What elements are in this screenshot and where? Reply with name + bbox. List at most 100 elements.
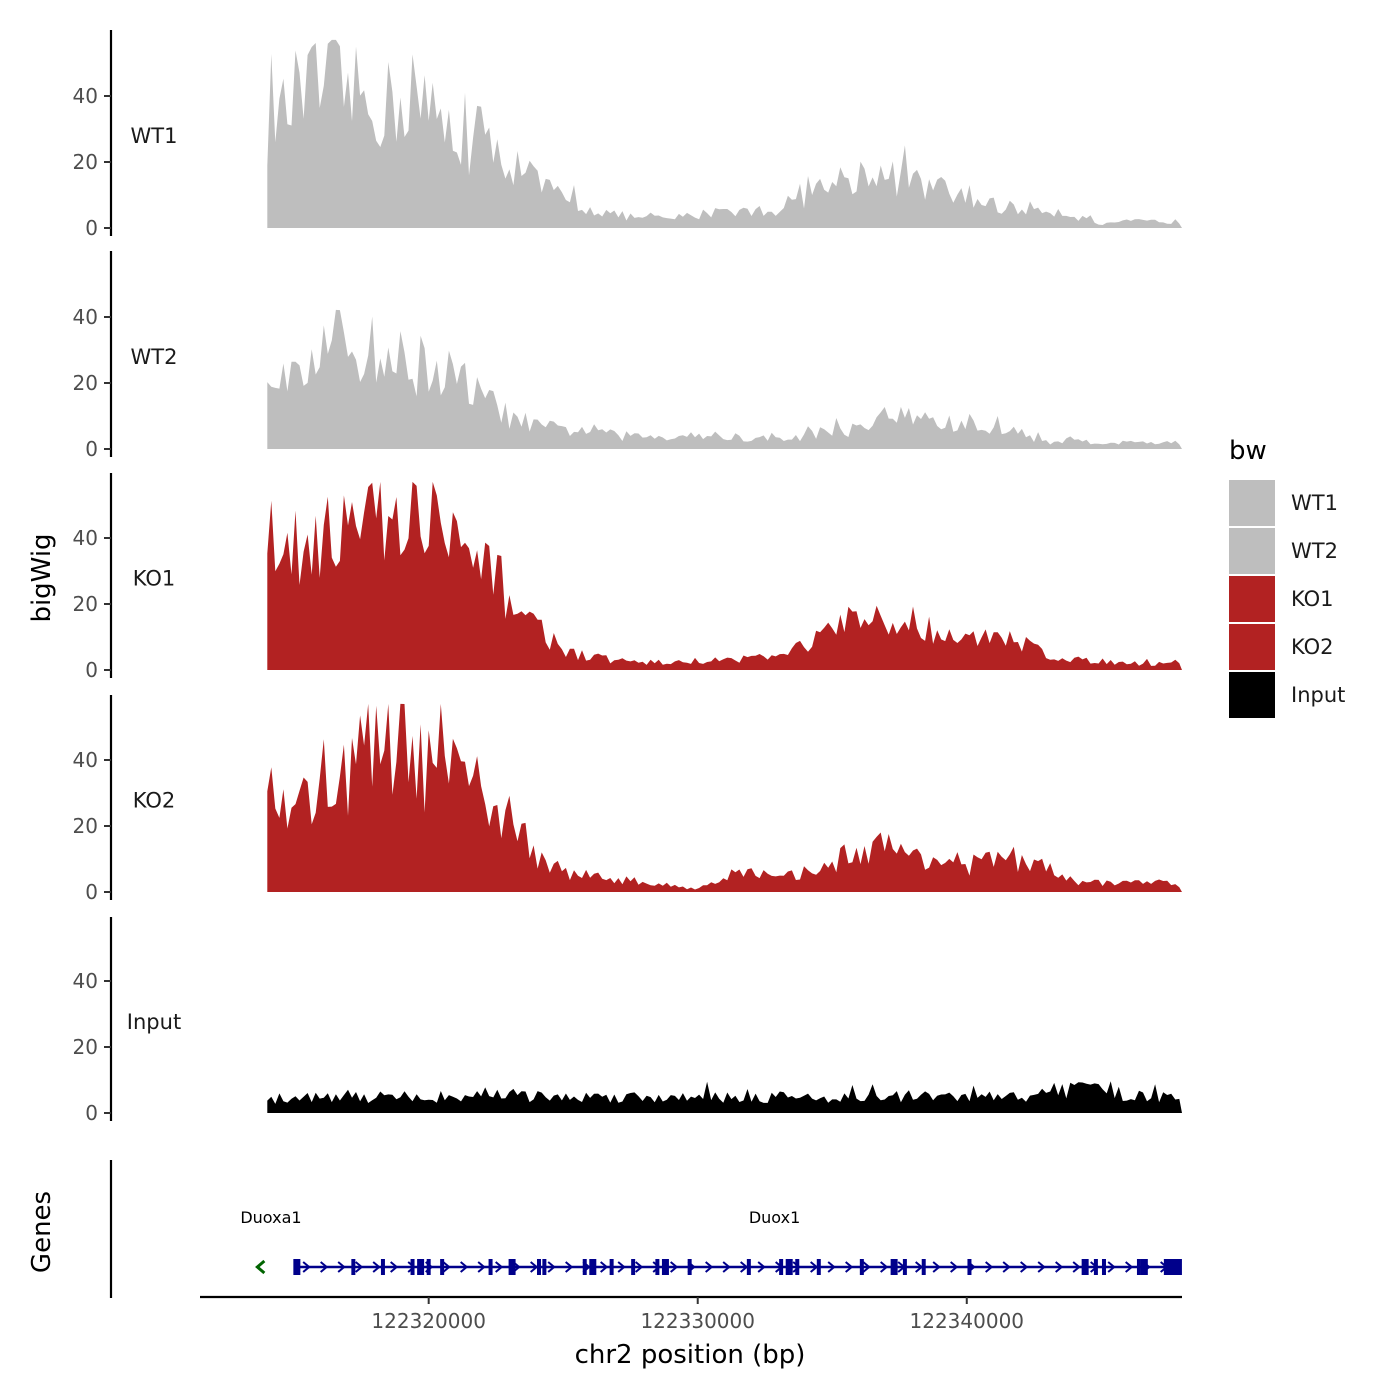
track-input: 0 20 40 Input: [73, 917, 1182, 1125]
y-tick-label: 20: [73, 592, 98, 616]
legend-key-ko1: [1229, 576, 1275, 622]
strand-arrow: [600, 1261, 609, 1273]
exon: [631, 1259, 636, 1275]
track-label-ko1: KO1: [133, 567, 176, 591]
track-wt1: 0 20 40 WT1: [73, 30, 1182, 240]
legend-key-wt1: [1229, 480, 1275, 526]
track-label-wt2: WT2: [131, 345, 178, 369]
exon: [410, 1259, 415, 1275]
strand-arrow: [255, 1259, 266, 1275]
y-tick-label: 40: [73, 526, 98, 550]
strand-arrow: [1072, 1261, 1081, 1273]
exon: [1140, 1259, 1148, 1275]
strand-arrow: [1037, 1261, 1046, 1273]
exon: [293, 1259, 301, 1275]
coverage-area-ko1: [267, 481, 1182, 670]
exon: [902, 1259, 907, 1275]
legend: bw WT1 WT2 KO1 KO2 Input: [1229, 436, 1345, 718]
exon: [488, 1259, 493, 1275]
gene-label-duoxa1: Duoxa1: [240, 1208, 301, 1227]
strand-arrow: [1125, 1261, 1134, 1273]
exon: [589, 1259, 597, 1275]
exon: [1163, 1259, 1168, 1275]
legend-key-wt2: [1229, 528, 1275, 574]
exon: [426, 1259, 431, 1275]
strand-arrow: [565, 1261, 574, 1273]
coverage-tracks: 0 20 40 WT1 0 20 40 WT2 0 20 40 KO1 0 20 40 KO2 0 20 40 Inp…: [73, 30, 1182, 1125]
track-ko1: 0 20 40 KO1: [73, 473, 1182, 682]
exon: [967, 1259, 972, 1275]
legend-label-wt1: WT1: [1291, 491, 1338, 515]
y-tick-label: 20: [73, 150, 98, 174]
legend-title: bw: [1229, 436, 1267, 466]
genes-axis-title: Genes: [27, 1191, 57, 1273]
exon: [351, 1259, 356, 1275]
exon: [816, 1259, 821, 1275]
x-tick-label: 122340000: [910, 1309, 1025, 1333]
legend-key-input: [1229, 672, 1275, 718]
exon: [785, 1259, 793, 1275]
strand-arrow: [670, 1261, 679, 1273]
strand-arrow: [845, 1261, 854, 1273]
exon: [609, 1259, 614, 1275]
strand-arrow: [337, 1261, 346, 1273]
y-tick-label: 0: [85, 1101, 98, 1125]
strand-arrow: [355, 1261, 364, 1273]
coverage-area-ko2: [267, 703, 1182, 892]
strand-arrow: [757, 1261, 766, 1273]
strand-arrow: [1107, 1261, 1116, 1273]
coverage-area-wt2: [267, 309, 1182, 449]
exon: [1093, 1259, 1098, 1275]
exon: [440, 1259, 445, 1275]
y-tick-label: 40: [73, 305, 98, 329]
strand-arrow: [932, 1261, 941, 1273]
coverage-area-input: [267, 1081, 1182, 1113]
legend-key-ko2: [1229, 624, 1275, 670]
y-tick-label: 0: [85, 880, 98, 904]
y-tick-label: 0: [85, 216, 98, 240]
strand-arrow: [722, 1261, 731, 1273]
strand-arrow: [950, 1261, 959, 1273]
strand-arrow: [390, 1261, 399, 1273]
strand-arrow: [617, 1261, 626, 1273]
legend-label-ko2: KO2: [1291, 635, 1334, 659]
strand-arrow: [915, 1261, 924, 1273]
coverage-area-wt1: [267, 39, 1182, 229]
x-axis-title: chr2 position (bp): [575, 1340, 806, 1370]
strand-arrow: [1020, 1261, 1029, 1273]
exon: [921, 1259, 926, 1275]
exon: [582, 1259, 587, 1275]
exon: [746, 1259, 751, 1275]
exon: [1081, 1259, 1089, 1275]
gene-duoxa1: Duoxa1: [240, 1208, 302, 1275]
legend-label-input: Input: [1291, 683, 1345, 707]
gene-track: Duoxa1 Duox1: [109, 1160, 1182, 1298]
exon: [508, 1259, 516, 1275]
exon: [536, 1259, 541, 1275]
exon: [1165, 1259, 1182, 1275]
y-tick-label: 40: [73, 748, 98, 772]
y-tick-label: 40: [73, 84, 98, 108]
x-axis: 122320000 122330000 122340000: [200, 1295, 1182, 1333]
exon: [779, 1259, 784, 1275]
track-ko2: 0 20 40 KO2: [73, 695, 1182, 904]
track-label-input: Input: [127, 1010, 181, 1034]
strand-arrow: [705, 1261, 714, 1273]
legend-label-wt2: WT2: [1291, 539, 1338, 563]
gene-duox1: Duox1: [293, 1208, 1182, 1275]
y-tick-label: 20: [73, 1035, 98, 1059]
strand-arrow: [880, 1261, 889, 1273]
exon: [655, 1259, 660, 1275]
y-tick-label: 0: [85, 658, 98, 682]
strand-arrow: [740, 1261, 749, 1273]
exon: [795, 1259, 800, 1275]
y-tick-label: 20: [73, 814, 98, 838]
y-tick-label: 40: [73, 969, 98, 993]
exon: [542, 1259, 547, 1275]
exon: [1136, 1259, 1141, 1275]
exon: [687, 1259, 692, 1275]
exon: [890, 1259, 898, 1275]
strand-arrow: [477, 1261, 486, 1273]
strand-arrow: [827, 1261, 836, 1273]
